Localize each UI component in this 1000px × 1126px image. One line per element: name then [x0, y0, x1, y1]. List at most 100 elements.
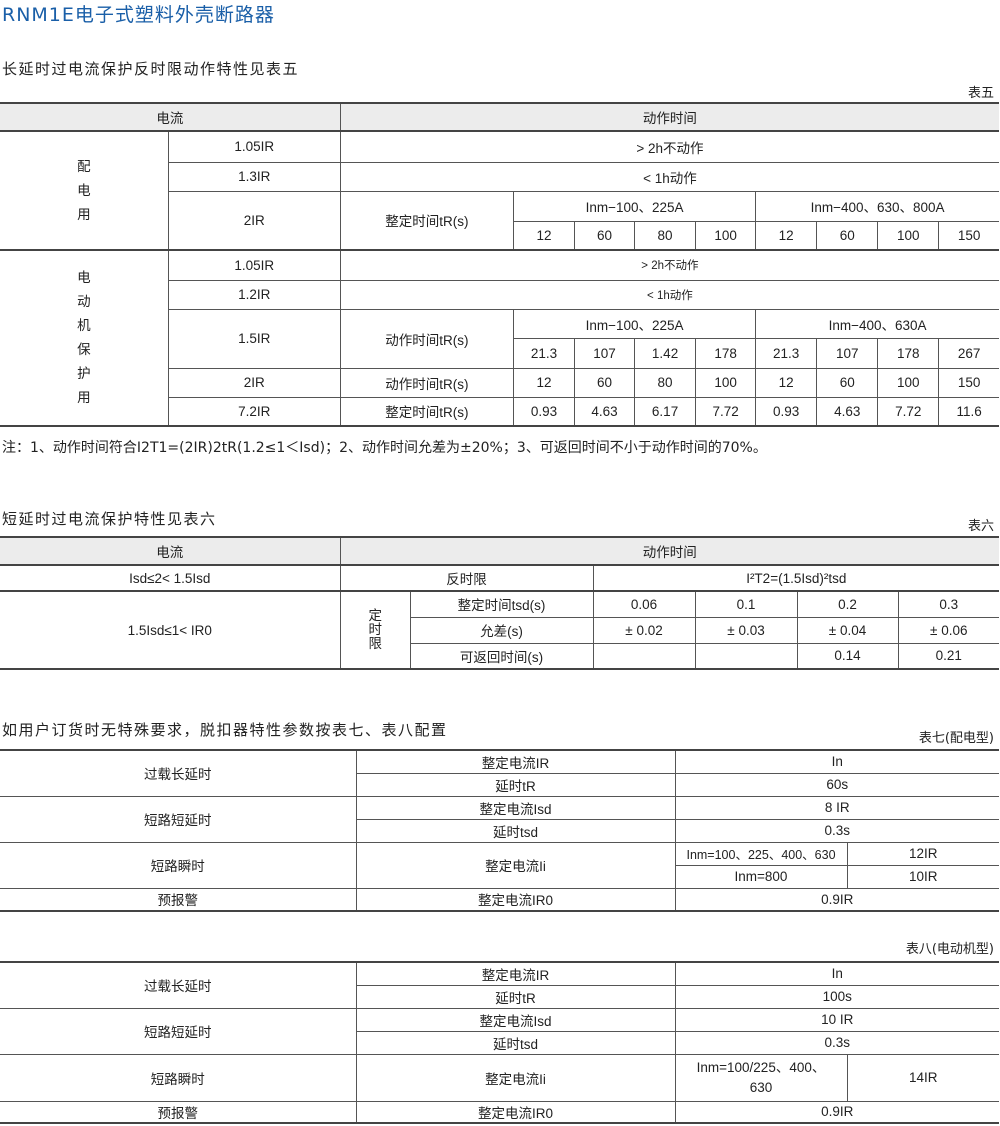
table7-heading: 如用户订货时无特殊要求，脱扣器特性参数按表七、表八配置: [2, 721, 448, 739]
cell: 12IR: [846, 841, 1000, 866]
cell: 21.3: [755, 337, 818, 369]
table6: 电流 动作时间 Isd≤2< 1.5Isd 反时限 I²T2=(1.5Isd)²tsd…: [0, 536, 1000, 670]
cell: 100: [695, 220, 757, 251]
cell: 1.5Isd≤1< IR0: [0, 590, 341, 670]
cell: 150: [938, 220, 999, 251]
table7-caption: 表七(配电型): [918, 731, 994, 746]
cell: 10 IR: [674, 1007, 1000, 1032]
cell: 0.21: [897, 642, 1000, 670]
cell: 整定时间tsd(s): [409, 590, 594, 618]
header-time: 动作时间: [339, 102, 999, 132]
table6-heading: 短延时过电流保护特性见表六: [2, 510, 217, 528]
cell: 1.05IR: [167, 130, 341, 163]
table5: 电流 动作时间 配电用 1.05IR > 2h不动作 1.3IR < 1h动作 2IR 整…: [0, 102, 999, 427]
cell: 0.2: [796, 590, 899, 618]
cell: 107: [816, 337, 879, 369]
cell: 整定电流IR0: [355, 1100, 676, 1124]
cell: [694, 642, 798, 670]
cell: 整定电流IR0: [355, 887, 676, 912]
cell: ± 0.04: [796, 616, 899, 644]
cell: 允差(s): [410, 616, 594, 644]
table6-caption: 表六: [967, 519, 994, 534]
cell: 预报警: [0, 1100, 357, 1124]
cell: 整定电流Ii: [355, 841, 676, 889]
header-current: 电流: [0, 536, 341, 566]
cell: 0.14: [796, 642, 899, 670]
cell: 延时tsd: [356, 818, 676, 843]
cell: Inm=100/225、400、630: [674, 1053, 848, 1102]
cell: 2IR: [168, 190, 341, 251]
cell: 7.2IR: [168, 396, 341, 427]
cell: ± 0.02: [592, 616, 696, 644]
cell: 100s: [674, 984, 1000, 1009]
cell: 107: [573, 337, 636, 369]
cell: 延时tR: [356, 984, 676, 1009]
cell: 12: [755, 367, 818, 398]
cell: Inm−100、225A: [512, 190, 757, 222]
table5-note: 注：1、动作时间符合I2T1=(2IR)2tR(1.2≤1＜Isd)；2、动作时…: [2, 440, 767, 456]
cell: 2IR: [168, 367, 341, 398]
cell: In: [674, 749, 1000, 774]
cell: 0.3s: [674, 1030, 1000, 1055]
cell: 过载长延时: [0, 961, 357, 1009]
cell: 0.1: [694, 590, 798, 618]
cell: I²T2=(1.5Isd)²tsd: [592, 564, 1000, 592]
cell: 80: [634, 367, 697, 398]
cell: 0.93: [755, 396, 818, 427]
cell: 整定时间tR(s): [339, 190, 514, 251]
cell: 短路瞬时: [0, 1053, 357, 1102]
cell: 整定电流Isd: [355, 1007, 676, 1032]
group-distribution: 配电用: [0, 130, 169, 251]
cell: 1.5IR: [168, 308, 341, 369]
cell: 整定电流IR: [355, 749, 676, 774]
cell: 整定电流IR: [355, 961, 676, 986]
cell: 整定电流Ii: [355, 1053, 676, 1102]
cell: 12: [755, 220, 818, 251]
cell: 4.63: [816, 396, 879, 427]
cell: 整定电流Isd: [355, 795, 676, 820]
cell: < 1h动作: [339, 161, 999, 192]
cell: 0.9IR: [674, 1100, 1000, 1124]
cell: 100: [877, 367, 940, 398]
cell: 14IR: [846, 1053, 1000, 1102]
cell: 12: [513, 220, 576, 251]
cell: 可返回时间(s): [410, 642, 594, 670]
cell: 178: [695, 337, 757, 369]
cell: > 2h不动作: [339, 130, 999, 163]
cell: [592, 642, 696, 670]
cell: 60: [816, 367, 879, 398]
cell: 动作时间tR(s): [339, 308, 514, 369]
cell: 0.06: [592, 590, 696, 618]
cell: 100: [695, 367, 757, 398]
header-time: 动作时间: [339, 536, 1000, 566]
cell: In: [674, 961, 1000, 986]
cell: 0.3s: [674, 818, 1000, 843]
cell: 动作时间tR(s): [339, 367, 514, 398]
cell: 1.42: [634, 337, 697, 369]
cell: 6.17: [634, 396, 697, 427]
cell: 11.6: [938, 396, 999, 427]
cell: 10IR: [846, 864, 1000, 889]
cell: 267: [938, 337, 999, 369]
cell: 60: [816, 220, 879, 251]
table7: 过载长延时 整定电流IR In 延时tR 60s 短路短延时 整定电流Isd 8 IR 延…: [0, 749, 1000, 912]
cell: 过载长延时: [0, 749, 357, 797]
table5-caption: 表五: [967, 86, 994, 101]
cell-fixed-time: 定时限: [339, 590, 411, 670]
table8-caption: 表八(电动机型): [905, 942, 994, 957]
cell: < 1h动作: [339, 279, 999, 310]
cell: Inm−100、225A: [512, 308, 757, 339]
cell: Inm−400、630、800A: [755, 190, 999, 222]
cell: 8 IR: [674, 795, 1000, 820]
cell: 60: [573, 220, 636, 251]
cell: 预报警: [0, 887, 357, 912]
cell: 延时tR: [356, 772, 676, 797]
cell: 80: [634, 220, 697, 251]
cell: 短路短延时: [0, 1007, 357, 1055]
cell: 7.72: [877, 396, 940, 427]
cell: 1.05IR: [167, 249, 341, 281]
cell: 100: [877, 220, 940, 251]
cell: 60: [573, 367, 636, 398]
cell: 0.93: [512, 396, 576, 427]
cell: 7.72: [695, 396, 757, 427]
